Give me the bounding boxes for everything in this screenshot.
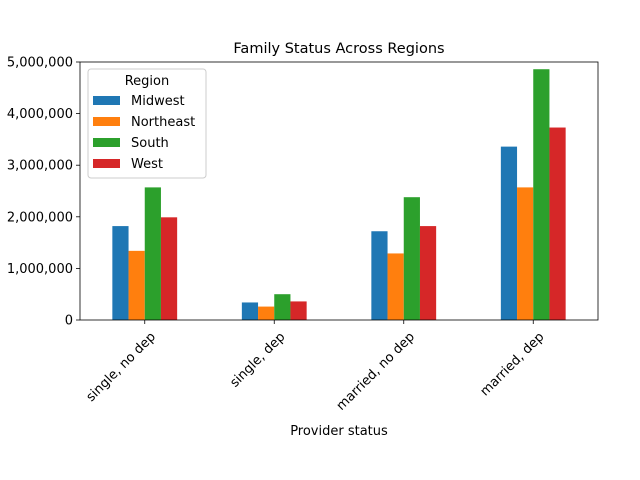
bar-northeast-0 bbox=[128, 250, 145, 320]
x-tick-label-1: single, dep bbox=[227, 330, 288, 391]
bar-west-1 bbox=[290, 301, 307, 320]
y-tick-label-1: 1,000,000 bbox=[7, 262, 73, 277]
x-tick-label-2: married, no dep bbox=[334, 330, 418, 414]
legend: Region Midwest Northeast South West bbox=[87, 68, 207, 179]
bar-midwest-1 bbox=[241, 302, 259, 320]
legend-title: Region bbox=[125, 74, 170, 89]
y-tick-label-4: 4,000,000 bbox=[7, 107, 73, 122]
bar-midwest-2 bbox=[371, 231, 388, 320]
legend-swatch-west bbox=[93, 159, 120, 168]
x-tick-label-0: single, no dep bbox=[84, 330, 159, 405]
chart-title: Family Status Across Regions bbox=[233, 41, 444, 57]
bar-south-2 bbox=[403, 197, 420, 320]
legend-label-south: South bbox=[131, 136, 169, 151]
legend-swatch-northeast bbox=[93, 117, 120, 126]
legend-label-northeast: Northeast bbox=[131, 115, 195, 130]
bar-northeast-3 bbox=[517, 187, 534, 320]
y-tick-label-2: 2,000,000 bbox=[7, 210, 73, 225]
plot-frame bbox=[79, 61, 599, 321]
legend-swatch-south bbox=[93, 138, 120, 147]
legend-label-west: West bbox=[131, 157, 163, 172]
bar-west-2 bbox=[419, 226, 437, 320]
bar-south-0 bbox=[144, 187, 161, 320]
bar-northeast-1 bbox=[258, 306, 275, 320]
y-tick-label-3: 3,000,000 bbox=[7, 159, 73, 174]
bar-west-3 bbox=[549, 127, 566, 320]
y-tick-label-0: 0 bbox=[65, 314, 73, 329]
bar-midwest-0 bbox=[112, 226, 129, 320]
y-tick-label-5: 5,000,000 bbox=[7, 56, 73, 71]
x-tick-label-3: married, dep bbox=[478, 330, 548, 400]
legend-swatch-midwest bbox=[93, 96, 120, 105]
bar-south-3 bbox=[533, 69, 550, 320]
legend-label-midwest: Midwest bbox=[131, 94, 185, 109]
bar-northeast-2 bbox=[387, 253, 404, 320]
bar-south-1 bbox=[274, 294, 291, 320]
x-axis-label: Provider status bbox=[290, 424, 388, 439]
bar-west-0 bbox=[160, 217, 178, 320]
bar-midwest-3 bbox=[500, 146, 518, 320]
